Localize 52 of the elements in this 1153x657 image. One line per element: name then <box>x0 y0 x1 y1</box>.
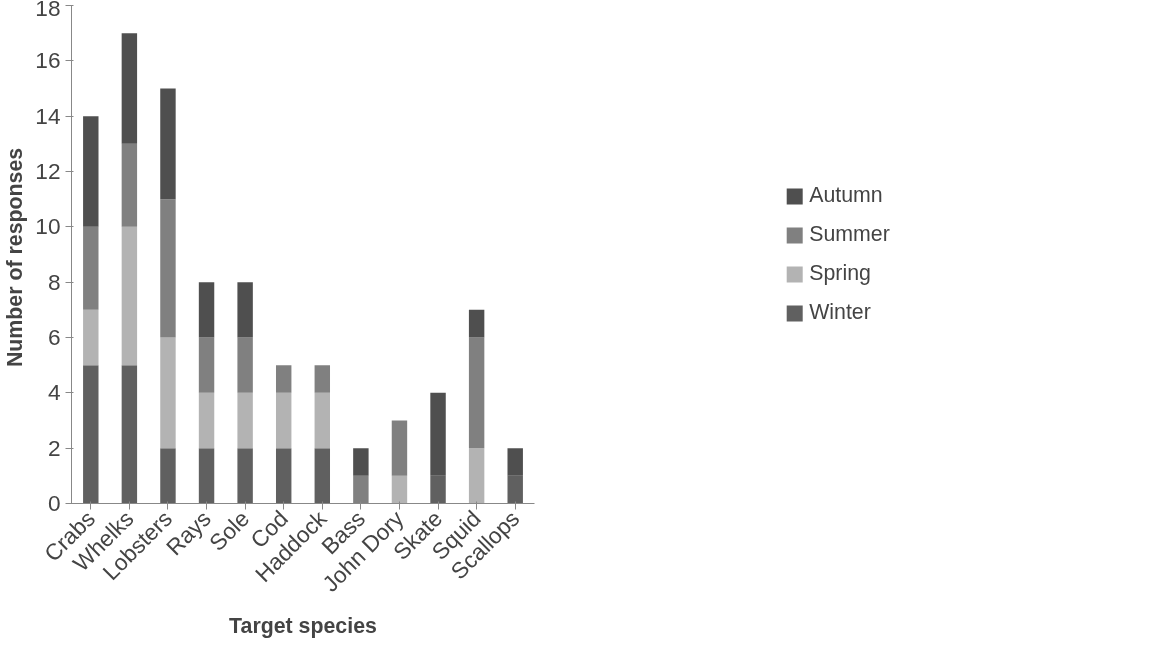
bar <box>430 392 446 476</box>
bar <box>391 475 408 504</box>
bar <box>83 116 99 227</box>
y-axis-title: Number of responses <box>3 147 28 368</box>
bar <box>121 143 138 227</box>
bar <box>237 448 253 504</box>
bar <box>314 448 331 504</box>
bar <box>160 337 176 449</box>
bar <box>198 392 215 449</box>
legend-label: Autumn <box>809 183 883 208</box>
bar <box>83 226 99 310</box>
bar <box>121 365 138 504</box>
y-tick-label: 4 <box>47 379 61 406</box>
x-axis-title: Target species <box>229 613 377 638</box>
bar <box>237 282 253 338</box>
bar <box>83 365 99 504</box>
bar <box>507 448 523 476</box>
legend-label: Spring <box>809 261 871 286</box>
bar <box>468 448 485 504</box>
bar <box>314 365 331 393</box>
y-tick-label: 8 <box>47 268 61 295</box>
bar <box>275 392 292 449</box>
bar <box>314 392 331 449</box>
bar <box>275 448 292 504</box>
bar <box>468 337 485 449</box>
bar <box>507 475 523 504</box>
bar <box>198 282 215 338</box>
bar <box>468 309 485 338</box>
bar <box>160 199 176 338</box>
y-tick-label: 18 <box>35 0 61 21</box>
bar <box>121 226 138 366</box>
bar <box>83 309 99 366</box>
bar <box>237 337 253 393</box>
legend-label: Winter <box>809 300 871 325</box>
y-tick-label: 2 <box>47 434 61 461</box>
bar <box>353 448 369 476</box>
y-tick-label: 6 <box>47 324 61 350</box>
bar <box>430 475 446 504</box>
y-tick-label: 14 <box>35 102 61 129</box>
bar <box>391 420 408 476</box>
bar <box>198 448 215 504</box>
bar <box>160 448 176 504</box>
y-tick-label: 10 <box>35 213 61 240</box>
bar <box>237 392 253 449</box>
bar <box>160 88 176 200</box>
bar <box>121 33 138 144</box>
legend-label: Summer <box>809 222 890 247</box>
y-tick-label: 12 <box>35 158 61 184</box>
y-tick-label: 16 <box>35 47 61 74</box>
bar <box>275 365 292 393</box>
bar <box>198 337 215 393</box>
y-tick-label: 0 <box>47 490 61 516</box>
